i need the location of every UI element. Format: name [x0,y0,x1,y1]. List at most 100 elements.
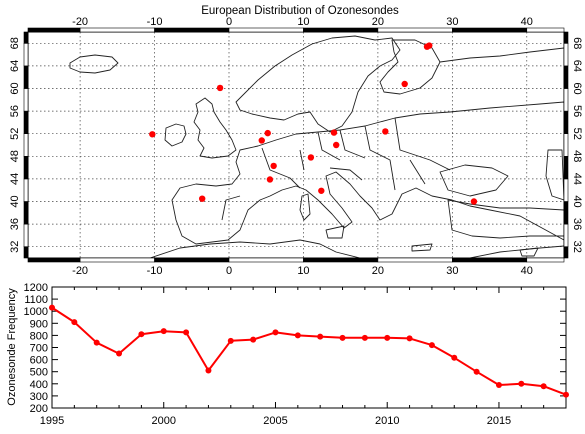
line-y-tick-label: 700 [30,343,48,355]
map-y-tick-label-right: 56 [571,105,583,117]
station-marker [307,154,315,161]
map-frame-top-segment [303,27,379,33]
map-x-tick-label-bottom: 30 [446,265,458,277]
map-frame-right-segment [563,201,569,225]
map-frame-left-segment [23,88,29,112]
frequency-line [51,306,567,396]
map-frame-left-segment [23,31,29,44]
map-frame-top-segment [79,27,155,33]
frequency-point [138,331,145,338]
map-x-tick-label-bottom: 40 [521,265,533,277]
frequency-point [227,337,234,344]
frequency-point [160,328,167,335]
map-x-tick-label-top: 20 [372,16,384,28]
map-y-tick-label-left: 40 [9,195,21,207]
map-frame-top-segment [27,27,81,33]
map-x-tick-label-bottom: -10 [147,265,163,277]
line-x-tick-label: 2010 [375,415,399,427]
map-y-tick-label-left: 52 [9,128,21,140]
map-frame-right-segment [563,246,569,259]
frequency-point [93,339,100,346]
sicily-outline [325,225,345,239]
map-x-tick-label-top: -10 [147,16,163,28]
line-y-tick-label: 300 [30,391,48,403]
map-y-tick-label-left: 44 [9,173,21,185]
station-marker [401,80,408,88]
turkey-outline [447,199,564,239]
map-frame-bottom-segment [452,257,528,263]
line-x-tick-label: 2015 [487,415,511,427]
map-frame-bottom-segment [27,257,81,263]
frequency-series [49,304,569,398]
map-frame-top-segment [452,27,528,33]
coastlines [69,35,564,258]
map-y-tick-label-right: 52 [571,128,583,140]
station-marker [382,128,389,135]
map-x-tick-labels-top: -20 -10 0 10 20 30 40 [72,16,533,28]
iceland-outline [69,54,119,74]
map-y-tick-label-left: 56 [9,105,21,117]
map-frame-top-segment [228,27,304,33]
map-frame-left-segment [23,110,29,134]
line-y-tick-label: 500 [30,367,48,379]
line-y-tick-label: 1000 [24,306,48,318]
line-x-tick-label: 2005 [263,415,287,427]
russia-border [439,47,564,63]
station-marker [216,84,224,92]
station-marker [149,131,156,138]
map-x-tick-labels-bottom: -20 -10 0 10 20 30 40 [72,265,533,277]
map-frame-right-segment [563,133,569,157]
station-marker [330,129,338,136]
map-x-tick-label-top: 10 [297,16,309,28]
levant-coast [469,245,564,258]
frequency-point [540,383,547,390]
map-x-tick-label-bottom: -20 [72,265,88,277]
frequency-point [294,332,301,339]
frequency-point [116,350,123,357]
map-frame-right-segment [563,178,569,202]
map-frame-left-segment [23,42,29,67]
line-y-axis-label: Ozonesonde Frequency [6,288,18,406]
caspian-outline [545,149,564,201]
frequency-point [563,391,569,398]
line-y-tick-label: 800 [30,330,48,342]
frequency-point [71,319,78,326]
map-frame-top-segment [154,27,230,33]
map-frame-right-segment [563,65,569,89]
frequency-point [183,329,190,336]
frequency-point [428,342,435,349]
map-background [28,32,564,258]
frequency-point [495,382,502,389]
frequency-point [250,336,257,343]
map-frame-right-segment [563,110,569,134]
crete-outline [411,243,433,252]
map-y-tick-label-left: 36 [9,218,21,230]
map-y-tick-label-left: 64 [9,60,21,72]
map-y-tick-label-right: 44 [571,173,583,185]
map-x-tick-label-bottom: 0 [226,265,232,277]
station-marker [426,42,433,49]
station-marker [318,187,325,194]
map-title: European Distribution of Ozonesondes [201,5,399,17]
black-sea-outline [439,164,509,197]
line-x-tick-label: 2000 [151,415,175,427]
frequency-point [272,329,279,336]
map-y-tick-labels-right: 32 36 40 44 48 52 56 60 64 68 [571,37,583,253]
line-y-tick-label: 600 [30,355,48,367]
north-africa-coast [149,239,361,258]
frequency-line-chart: Ozonesonde Frequency 2003004005006007008… [6,282,569,427]
map-y-tick-label-right: 40 [571,195,583,207]
map-y-tick-label-left: 32 [9,241,21,253]
frequency-point [361,334,368,341]
mainland-europe-outline [171,101,564,245]
map-frame-bottom-segment [303,257,379,263]
station-marker [333,141,340,149]
frequency-point [451,354,458,361]
frequency-point [473,368,480,375]
map-frame-left-segment [23,65,29,89]
line-y-tick-label: 1100 [24,294,48,306]
line-y-tick-label: 900 [30,318,48,330]
map-frame [23,27,569,263]
frequency-point [339,334,346,341]
